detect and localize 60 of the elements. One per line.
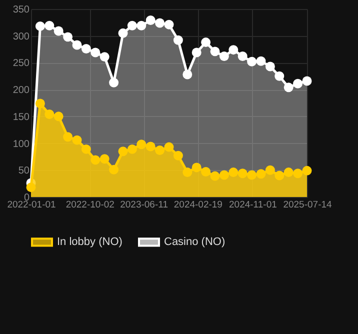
point — [265, 62, 275, 72]
point — [26, 182, 36, 192]
point — [182, 70, 192, 80]
point — [274, 170, 284, 180]
y-tick-label: 300 — [12, 31, 30, 42]
point — [100, 52, 110, 62]
point — [201, 167, 211, 176]
point — [81, 44, 91, 54]
point — [201, 38, 211, 48]
y-tick-label: 150 — [12, 112, 30, 123]
point — [256, 169, 266, 179]
point — [54, 26, 64, 36]
point — [173, 150, 183, 160]
point — [155, 146, 165, 155]
point — [219, 52, 229, 61]
point — [44, 20, 54, 30]
y-tick-label: 200 — [12, 85, 30, 96]
point — [173, 35, 183, 45]
point — [182, 168, 192, 178]
point — [192, 162, 202, 172]
point — [63, 32, 73, 42]
point — [81, 144, 91, 154]
point — [192, 48, 202, 58]
point — [72, 135, 82, 145]
point — [44, 110, 54, 120]
point — [146, 16, 156, 26]
point — [118, 28, 128, 38]
point — [274, 71, 284, 81]
x-tick-label: 2022-01-01 — [7, 200, 56, 210]
point — [136, 140, 146, 150]
y-tick-label: 350 — [12, 4, 30, 16]
point — [284, 82, 294, 92]
x-tick-label: 2025-07-14 — [283, 200, 332, 210]
point — [136, 20, 146, 30]
point — [54, 112, 64, 122]
point — [265, 165, 275, 175]
x-tick-label: 2022-10-02 — [66, 200, 114, 210]
y-tick-label: 50 — [18, 166, 30, 177]
point — [256, 56, 266, 66]
point — [109, 78, 119, 88]
point — [90, 48, 100, 58]
x-tick-label: 2024-02-19 — [174, 200, 222, 210]
point — [72, 40, 82, 50]
point — [164, 142, 174, 152]
point — [127, 144, 137, 154]
legend-label: In lobby (NO) — [57, 236, 122, 248]
point — [109, 164, 119, 174]
point — [35, 98, 45, 108]
point — [210, 46, 220, 56]
point — [238, 52, 248, 61]
point — [146, 142, 156, 152]
x-tick-label: 2024-11-01 — [228, 200, 277, 210]
point — [63, 132, 73, 142]
point — [228, 45, 238, 55]
x-tick-label: 2023-06-11 — [120, 200, 168, 210]
legend-label: Casino (NO) — [164, 236, 226, 248]
y-tick-label: 250 — [12, 58, 30, 70]
point — [100, 154, 110, 164]
y-tick-label: 100 — [12, 138, 30, 150]
point — [164, 20, 174, 30]
